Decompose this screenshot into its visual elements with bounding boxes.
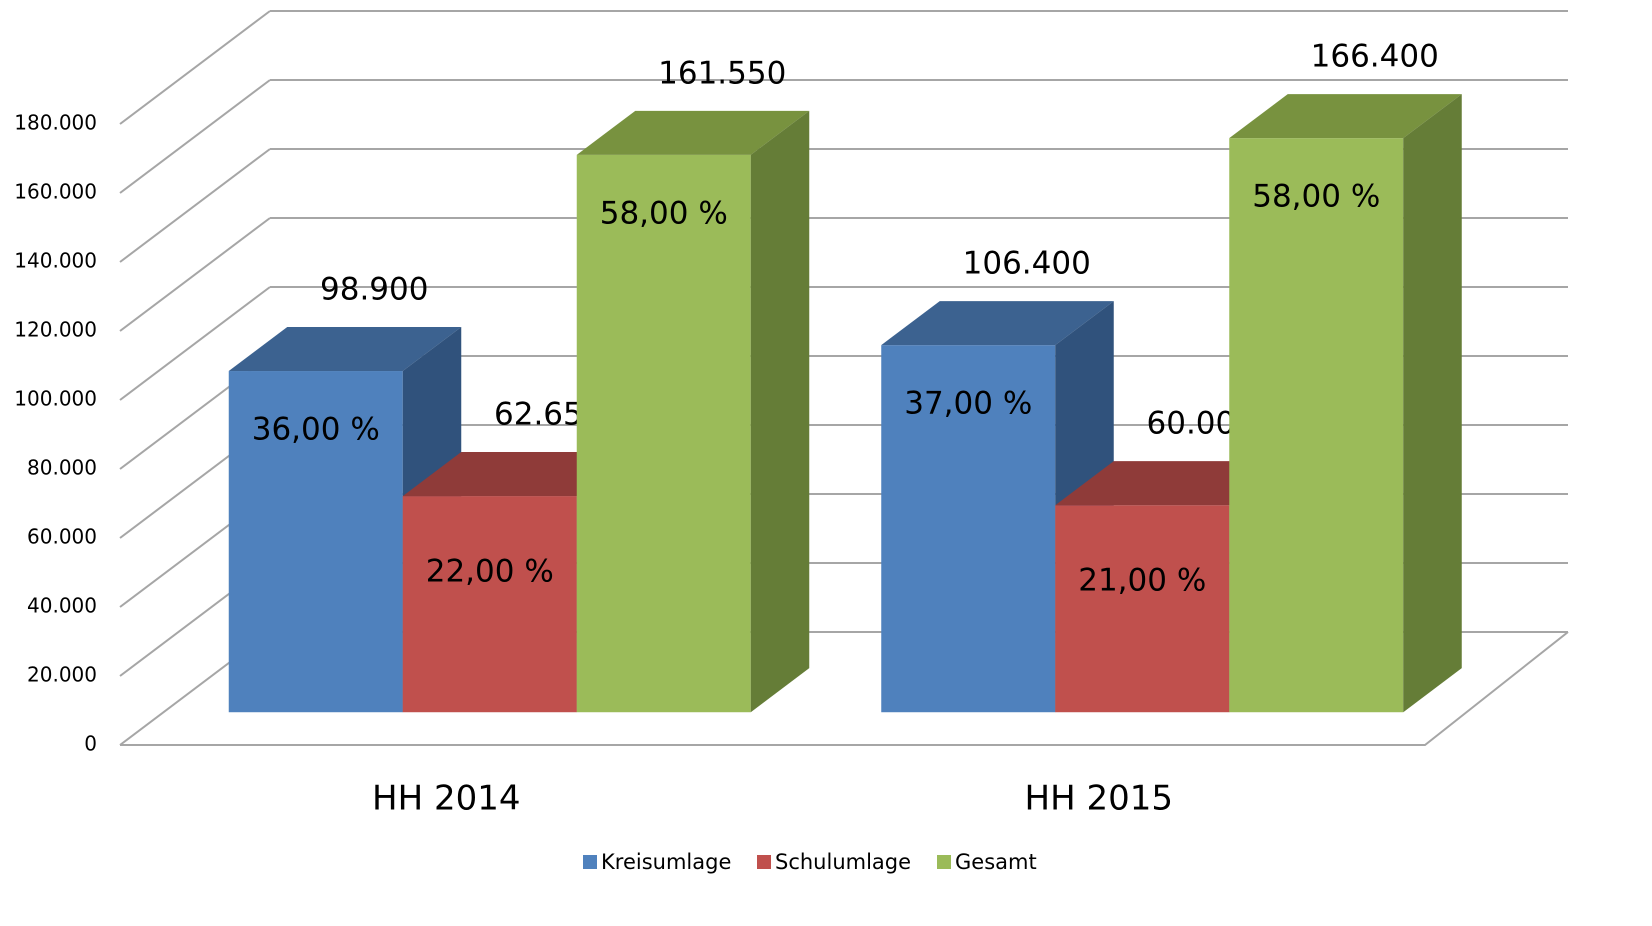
x-tick-label: HH 2014 (372, 779, 520, 819)
bar-front (881, 345, 1056, 713)
bar-top (881, 301, 1114, 346)
legend-swatch (937, 855, 951, 869)
bar-top (228, 326, 462, 372)
y-tick-label: 160.000 (14, 180, 97, 204)
share-label: 22,00 % (426, 554, 554, 590)
legend-swatch (583, 855, 597, 869)
legend-label: Kreisumlage (601, 850, 731, 874)
grid-line (119, 79, 271, 194)
share-label: 58,00 % (1252, 179, 1380, 215)
value-label: 98.900 (320, 271, 428, 307)
bar-top (576, 110, 810, 155)
y-tick-label: 180.000 (14, 111, 97, 135)
floor-edge (120, 631, 1569, 746)
bar-front (1229, 138, 1404, 713)
y-tick-label: 120.000 (14, 318, 97, 342)
y-tick-label: 0 (84, 732, 97, 756)
share-label: 36,00 % (252, 412, 380, 448)
grid-line (119, 148, 271, 263)
bar-top (1229, 94, 1462, 139)
grid-line (119, 10, 271, 125)
y-tick-label: 60.000 (27, 525, 97, 549)
share-label: 58,00 % (600, 195, 728, 231)
share-label: 21,00 % (1078, 563, 1206, 599)
y-tick-label: 20.000 (27, 663, 97, 687)
y-tick-label: 100.000 (14, 387, 97, 411)
bar-front (402, 496, 577, 713)
legend-swatch (757, 855, 771, 869)
y-tick-label: 40.000 (27, 594, 97, 618)
grid-line (119, 286, 271, 401)
bar-side (750, 110, 810, 713)
y-tick-label: 140.000 (14, 249, 97, 273)
bar-front (576, 154, 751, 713)
value-label: 106.400 (963, 246, 1091, 282)
legend-label: Gesamt (955, 850, 1037, 874)
x-tick-label: HH 2015 (1025, 779, 1173, 819)
grid-line (119, 217, 271, 332)
y-tick-label: 80.000 (27, 456, 97, 480)
value-label: 166.400 (1311, 39, 1439, 75)
value-label: 161.550 (658, 55, 786, 91)
bar-side (1403, 94, 1462, 713)
share-label: 37,00 % (904, 386, 1032, 422)
bar-front (1055, 505, 1230, 713)
legend-label: Schulumlage (775, 850, 911, 874)
bar-front (228, 371, 403, 713)
